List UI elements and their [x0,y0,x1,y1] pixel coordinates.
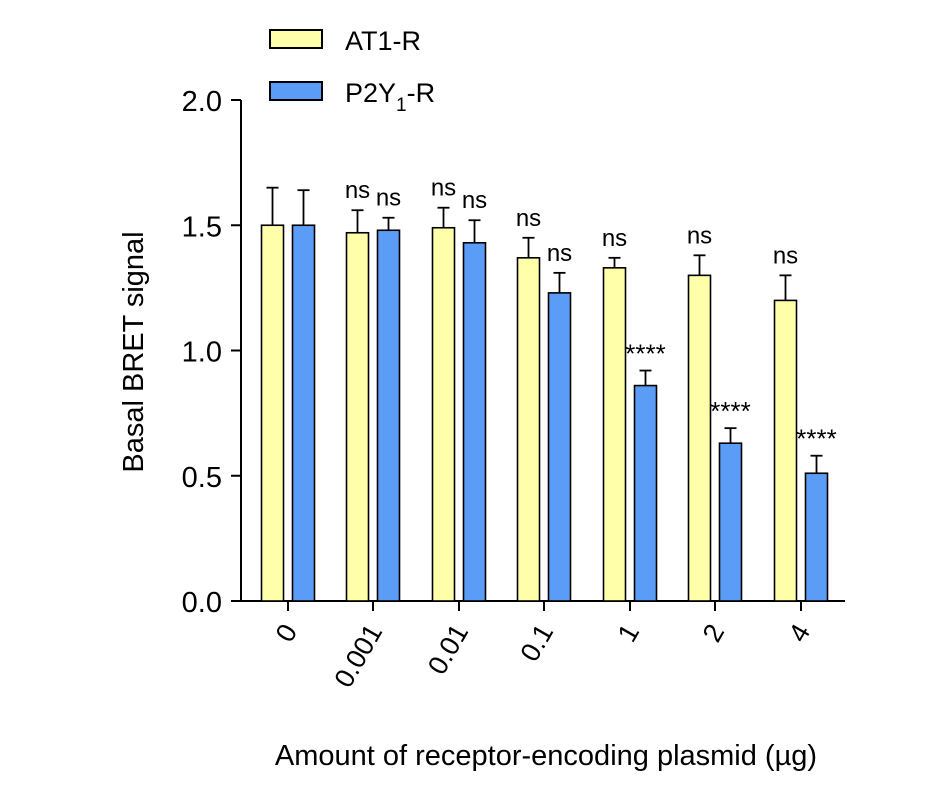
legend-label-p2y1r-main: P2Y [345,78,396,108]
x-tick-label: 0 [270,619,303,647]
bar [462,241,487,602]
y-tick-label: 0.0 [182,587,222,619]
bar [516,257,541,602]
bar [345,231,370,602]
bar [804,472,829,602]
significance-ns: ns [773,242,798,269]
significance-stars: **** [710,396,750,426]
y-axis-ticks: 0.0 0.5 1.0 1.5 2.0 [182,86,241,619]
significance-stars: **** [796,424,836,454]
legend-label-p2y1r: P2Y1-R [345,78,435,116]
bar [291,224,316,602]
significance-stars: **** [625,339,665,369]
legend-swatch-at1r [269,29,323,49]
significance-ns: ns [516,205,541,232]
bar [773,299,798,602]
y-tick-label: 2.0 [182,86,222,118]
x-tick-label: 0.001 [328,619,388,693]
x-tick-label: 1 [612,619,645,647]
bar [602,267,627,602]
y-tick-label: 1.0 [182,337,222,369]
bar [547,292,572,602]
x-tick-label: 2 [697,619,730,647]
legend: AT1-R P2Y1-R [269,26,435,116]
legend-swatch-p2y1r [269,81,323,101]
legend-label-at1r: AT1-R [345,26,421,56]
x-axis-label: Amount of receptor-encoding plasmid (µg) [275,740,817,772]
significance-ns: ns [431,175,456,202]
bar [260,224,285,602]
x-tick-label: 4 [783,619,816,647]
significance-ns: ns [376,185,401,212]
bar [633,384,658,602]
bar [687,274,712,602]
y-tick-label: 1.5 [182,211,222,243]
x-tick-label: 0.01 [422,619,474,680]
significance-ns: ns [602,225,627,252]
bars [260,186,829,602]
significance-ns: ns [547,240,572,267]
bar [718,442,743,602]
y-axis-label: Basal BRET signal [118,231,150,472]
bar [376,229,401,602]
bar [431,226,456,602]
legend-label-p2y1r-sub: 1 [396,95,407,116]
x-axis-ticks: 0 0.001 0.01 0.1 1 2 4 [270,601,816,693]
x-tick-label: 0.1 [514,619,559,667]
significance-ns: ns [687,222,712,249]
legend-label-p2y1r-suffix: -R [407,78,436,108]
significance-ns: ns [462,187,487,214]
significance-ns: ns [345,177,370,204]
y-tick-label: 0.5 [182,462,222,494]
